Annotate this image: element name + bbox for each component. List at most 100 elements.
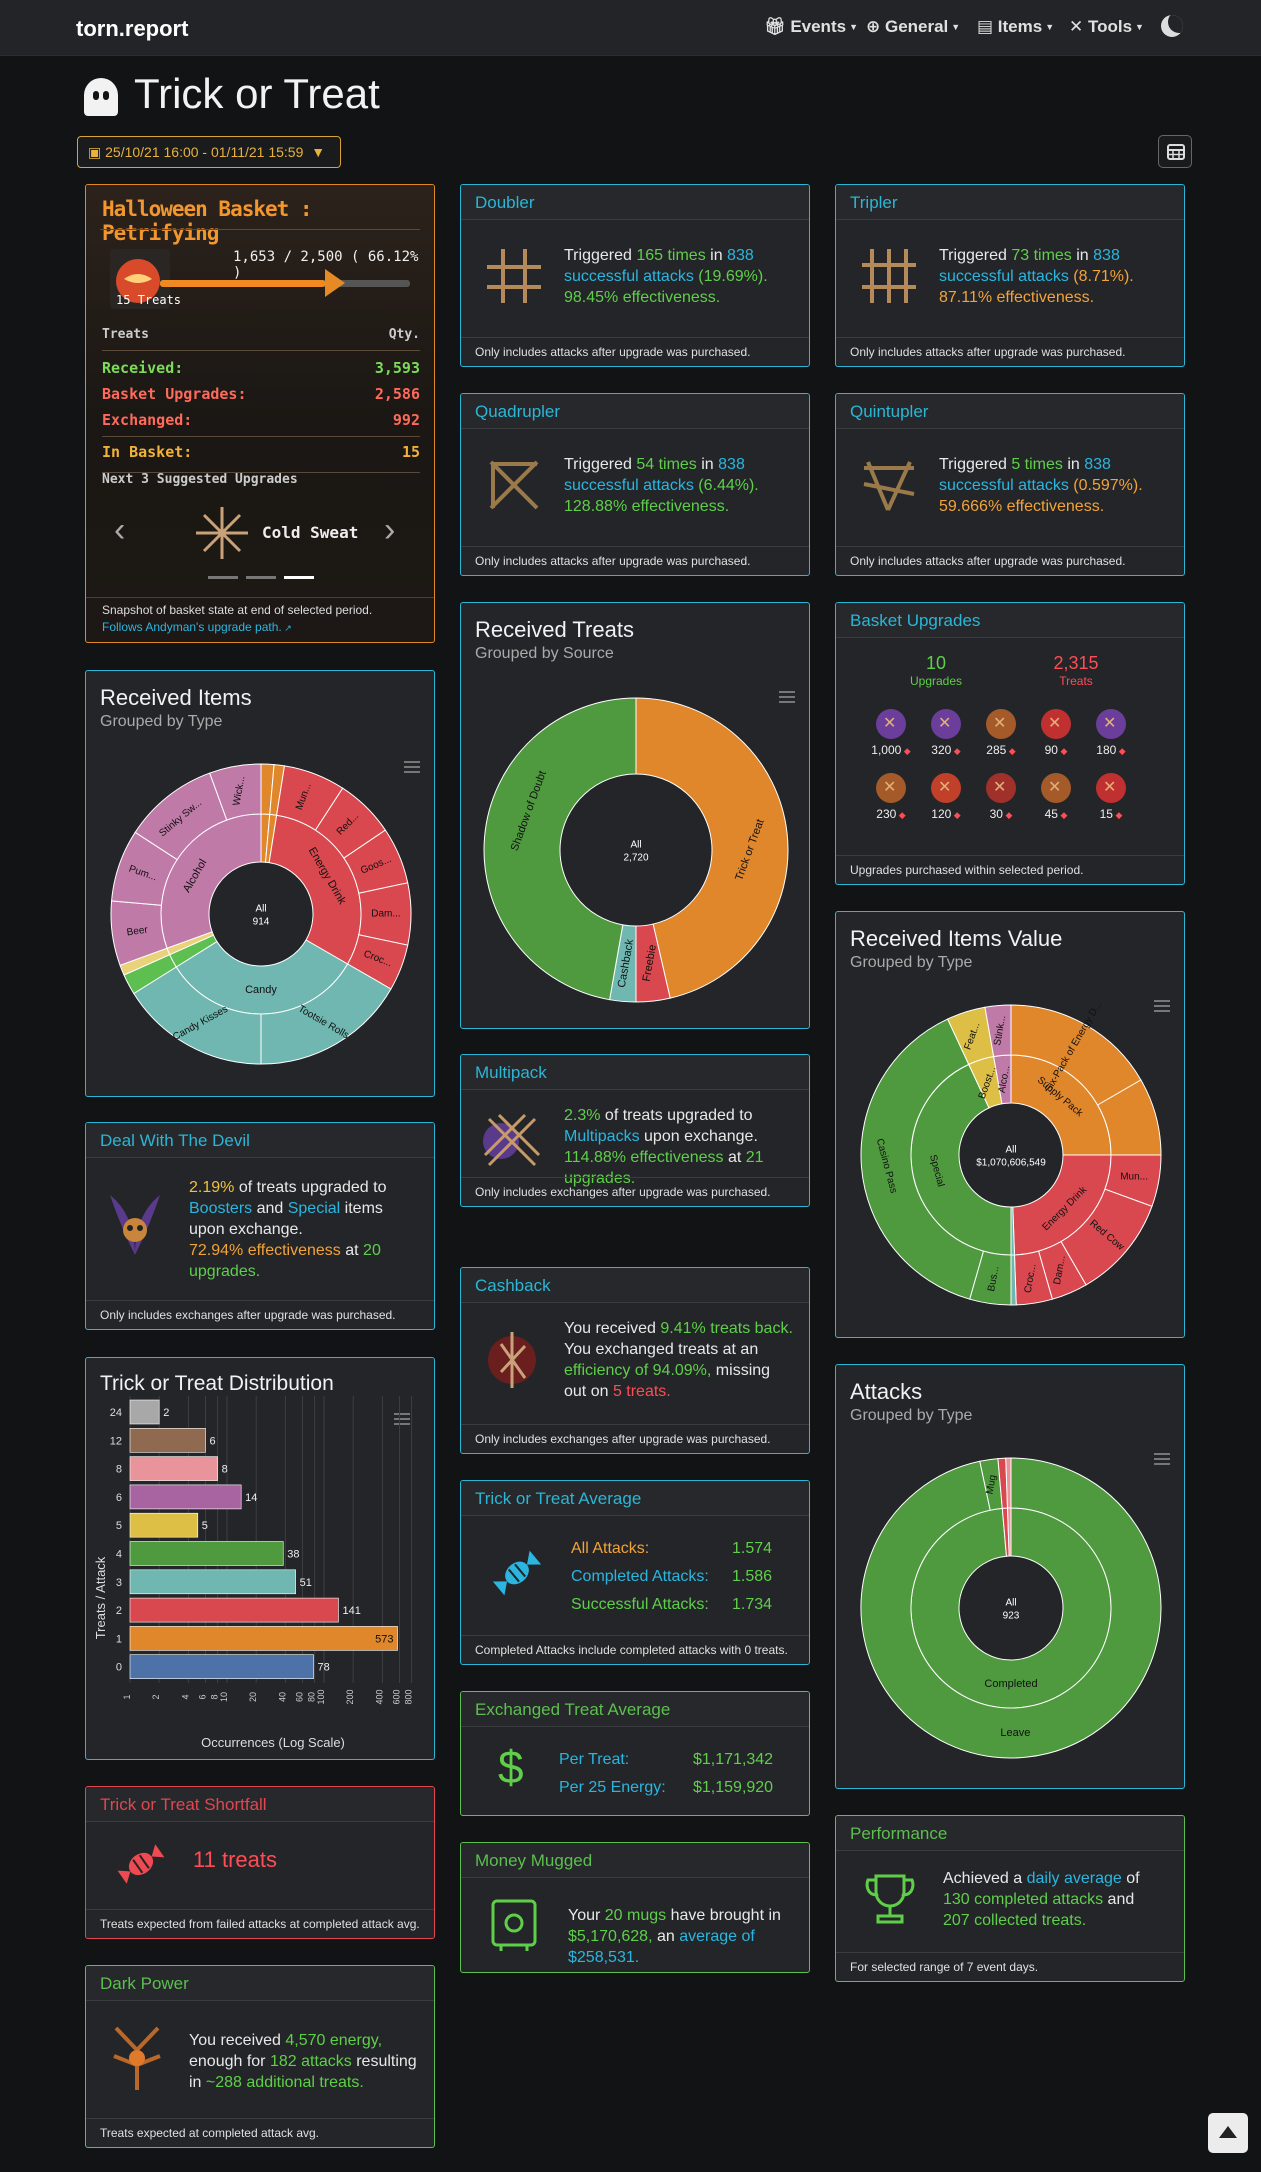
data-label: 51: [300, 1577, 312, 1589]
upgrade-icon: ✕: [931, 773, 961, 803]
average-row-successful: Successful Attacks: 1.734: [571, 1596, 773, 1613]
date-range-picker[interactable]: ▣ 25/10/21 16:00 - 01/11/21 15:59 ▼: [77, 136, 341, 168]
data-label: 6: [209, 1435, 215, 1447]
outer-ring-slice: [860, 1457, 1162, 1759]
attacks-subtitle: Grouped by Type: [850, 1407, 973, 1424]
chart-label: Beer: [126, 925, 149, 939]
multipack-text: 2.3% of treats upgraded to Multipacks upo…: [564, 1107, 764, 1187]
upgrade-item: ✕ 230 ◆: [863, 773, 919, 821]
doubler-footnote: Only includes attacks after upgrade was …: [461, 337, 809, 366]
chart-menu-icon[interactable]: [1154, 1000, 1170, 1012]
received-items-subtitle: Grouped by Type: [100, 713, 223, 730]
chart-label: Croc...: [1023, 1263, 1039, 1294]
external-link-icon: ↗: [281, 623, 292, 633]
brand-logo[interactable]: torn.report: [76, 16, 189, 41]
treats-label: Treats: [1059, 674, 1093, 688]
darkpower-card: Dark Power You received 4,570 energy, eno…: [85, 1965, 435, 2148]
items-value-center: $1,070,606,549: [976, 1158, 1046, 1169]
nav-items-label: Items: [997, 17, 1043, 36]
distribution-title: Trick or Treat Distribution: [100, 1372, 334, 1395]
gift-icon: 🎁︎: [764, 17, 791, 36]
basket-row-in-basket: In Basket: 15: [102, 443, 420, 473]
table-view-button[interactable]: [1158, 135, 1192, 168]
received-treats-center: 2,720: [623, 853, 648, 864]
cashback-text: You received 9.41% treats back. You excha…: [564, 1320, 793, 1400]
donut-slice: [483, 697, 637, 1001]
performance-footnote: For selected range of 7 event days.: [836, 1952, 1184, 1981]
nav-tools[interactable]: ✕ Tools ▼: [1069, 17, 1144, 37]
quintupler-footnote: Only includes attacks after upgrade was …: [836, 546, 1184, 575]
items-value-subtitle: Grouped by Type: [850, 954, 973, 971]
chart-label: Dam...: [371, 909, 400, 920]
upgrade-cost: 230: [876, 807, 897, 821]
carousel-dot-active[interactable]: [284, 576, 314, 579]
devil-mask-icon: [110, 1195, 160, 1255]
tripler-sticks-icon: [862, 249, 916, 303]
quadrupler-title: Quadrupler: [461, 394, 809, 429]
distribution-bar: [129, 1569, 296, 1595]
upgrade-item: ✕ 45 ◆: [1028, 773, 1084, 821]
carousel-next-icon[interactable]: ›: [384, 511, 396, 549]
chart-label: Wick...: [231, 775, 247, 806]
nav-events[interactable]: 🎁︎ Events ▼: [764, 17, 858, 37]
average-card: Trick or Treat Average All Attacks: 1.574…: [460, 1480, 810, 1665]
received-items-center: 914: [253, 917, 270, 928]
carousel-dot[interactable]: [246, 576, 276, 579]
carousel-dot[interactable]: [208, 576, 238, 579]
nav-general[interactable]: ⊕ General ▼: [866, 17, 960, 37]
upgrade-cost: 30: [989, 807, 1003, 821]
safe-icon: [491, 1899, 537, 1951]
attacks-card: Attacks Grouped by Type All 923 Completed L…: [835, 1364, 1185, 1789]
multipack-title: Multipack: [461, 1055, 809, 1090]
upgrade-icon: ✕: [876, 709, 906, 739]
y-tick-label: 3: [116, 1577, 122, 1589]
attacks-center: All: [1005, 1598, 1016, 1609]
x-tick-label: 10: [219, 1692, 229, 1702]
tools-icon: ✕: [1069, 17, 1088, 36]
quintupler-card: Quintupler Triggered 5 times in 838 succe…: [835, 393, 1185, 576]
chart-label: Bus...: [986, 1265, 1001, 1292]
devil-title: Deal With The Devil: [86, 1123, 434, 1158]
upgrades-count-block: 10 Upgrades: [886, 653, 986, 688]
distribution-chart: Treats / Attack Occurrences (Log Scale) …: [93, 1396, 414, 1750]
scroll-to-top-button[interactable]: [1208, 2113, 1248, 2153]
quadrupler-card: Quadrupler Triggered 54 times in 838 succ…: [460, 393, 810, 576]
dark-power-icon: [113, 2026, 161, 2090]
andyman-link[interactable]: Follows Andyman's upgrade path. ↗: [102, 620, 292, 634]
x-tick-label: 40: [277, 1692, 287, 1702]
multipack-footnote: Only includes exchanges after upgrade wa…: [461, 1177, 809, 1206]
data-label: 141: [342, 1605, 360, 1617]
candy-icon: ◆: [1057, 746, 1068, 756]
carousel-prev-icon[interactable]: ‹: [114, 511, 126, 549]
upgrade-item: ✕ 90 ◆: [1028, 709, 1084, 757]
chart-menu-icon[interactable]: [404, 761, 420, 773]
quintupler-text: Triggered 5 times in 838 successful attac…: [939, 456, 1143, 515]
nav-tools-label: Tools: [1087, 17, 1133, 36]
quintupler-title: Quintupler: [836, 394, 1184, 429]
nav-general-label: General: [884, 17, 949, 36]
globe-icon: ⊕: [866, 17, 885, 36]
upgrade-item: ✕ 30 ◆: [973, 773, 1029, 821]
darkpower-title: Dark Power: [86, 1966, 434, 2001]
chart-menu-icon[interactable]: [779, 691, 795, 703]
mugged-card: Money Mugged Your 20 mugs have brought i…: [460, 1842, 810, 1973]
candy-icon: ◆: [951, 810, 961, 820]
cashback-title: Cashback: [461, 1268, 809, 1303]
upgrades-count: 10: [925, 653, 947, 673]
x-tick-label: 8: [210, 1694, 220, 1699]
candy-icon: ◆: [896, 810, 906, 820]
received-treats-title: Received Treats: [475, 617, 634, 642]
chart-menu-icon[interactable]: [1154, 1453, 1170, 1465]
nav-items[interactable]: ▤ Items ▼: [977, 17, 1054, 37]
mugged-title: Money Mugged: [461, 1843, 809, 1878]
shortfall-footnote: Treats expected from failed attacks at c…: [86, 1909, 434, 1938]
y-tick-label: 12: [110, 1435, 122, 1447]
basket-table: Treats Qty. Received: 3,593 Basket Upgrade…: [102, 327, 420, 473]
x-tick-label: 6: [197, 1694, 207, 1699]
distribution-bar: [129, 1428, 206, 1453]
candy-icon: ◆: [1057, 810, 1068, 820]
darkpower-footnote: Treats expected at completed attack avg.: [86, 2118, 434, 2147]
dark-mode-toggle-icon[interactable]: [1161, 15, 1183, 37]
distribution-bar: [129, 1541, 284, 1566]
chart-menu-icon[interactable]: [394, 1413, 410, 1425]
